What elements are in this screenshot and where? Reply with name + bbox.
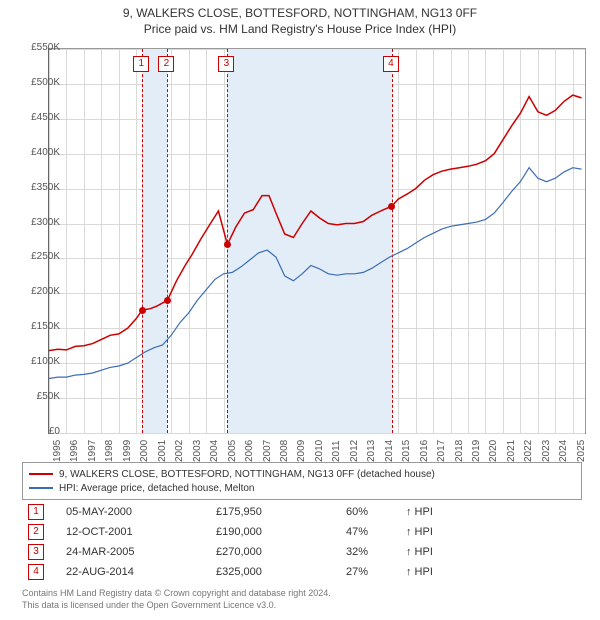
transaction-dot [224,241,231,248]
x-tick-label: 2019 [471,440,482,462]
x-tick-label: 2000 [139,440,150,462]
x-tick-label: 1995 [52,440,63,462]
x-tick-label: 2001 [157,440,168,462]
y-tick-label: £0 [16,426,60,437]
y-tick-label: £300K [16,217,60,228]
y-tick-label: £200K [16,286,60,297]
x-tick-label: 2011 [331,440,342,462]
chart-svg [49,49,585,433]
x-tick-label: 2003 [192,440,203,462]
tx-date: 12-OCT-2001 [66,526,216,538]
y-tick-label: £450K [16,112,60,123]
x-tick-label: 1996 [69,440,80,462]
footer-attribution: Contains HM Land Registry data © Crown c… [22,588,331,611]
x-tick-label: 2002 [174,440,185,462]
x-tick-label: 2022 [523,440,534,462]
transaction-badge: 4 [383,56,399,72]
transaction-badge: 3 [218,56,234,72]
legend-row: 9, WALKERS CLOSE, BOTTESFORD, NOTTINGHAM… [29,467,575,481]
transaction-row: 2 12-OCT-2001£190,00047%↑ HPI [22,522,582,542]
x-tick-label: 2015 [401,440,412,462]
tx-badge: 1 [28,504,44,520]
legend-label: HPI: Average price, detached house, Melt… [59,483,255,494]
y-tick-label: £400K [16,147,60,158]
legend: 9, WALKERS CLOSE, BOTTESFORD, NOTTINGHAM… [22,462,582,500]
x-tick-label: 1997 [87,440,98,462]
gridline-h [49,433,585,434]
transaction-badge: 2 [158,56,174,72]
x-tick-label: 2007 [262,440,273,462]
tx-badge: 4 [28,564,44,580]
y-tick-label: £100K [16,356,60,367]
y-tick-label: £250K [16,251,60,262]
x-tick-label: 1999 [122,440,133,462]
transaction-dot [139,307,146,314]
transaction-table: 105-MAY-2000£175,95060%↑ HPI212-OCT-2001… [22,502,582,582]
x-tick-label: 2021 [506,440,517,462]
tx-pct: 47% [346,526,406,538]
transaction-row: 3 24-MAR-2005£270,00032%↑ HPI [22,542,582,562]
tx-price: £175,950 [216,506,346,518]
x-tick-label: 2013 [366,440,377,462]
tx-price: £190,000 [216,526,346,538]
chart-container: 9, WALKERS CLOSE, BOTTESFORD, NOTTINGHAM… [0,0,600,620]
x-tick-label: 2008 [279,440,290,462]
series-property [49,95,582,351]
title-address: 9, WALKERS CLOSE, BOTTESFORD, NOTTINGHAM… [0,6,600,20]
x-tick-label: 2005 [227,440,238,462]
x-tick-label: 2017 [436,440,447,462]
x-tick-label: 2016 [419,440,430,462]
x-tick-label: 2023 [541,440,552,462]
legend-row: HPI: Average price, detached house, Melt… [29,481,575,495]
footer-line2: This data is licensed under the Open Gov… [22,600,331,612]
tx-pct: 27% [346,566,406,578]
y-tick-label: £350K [16,182,60,193]
x-tick-label: 2006 [244,440,255,462]
x-tick-label: 2025 [576,440,587,462]
tx-date: 22-AUG-2014 [66,566,216,578]
x-tick-label: 2004 [209,440,220,462]
transaction-row: 1 05-MAY-2000£175,95060%↑ HPI [22,502,582,522]
y-tick-label: £550K [16,42,60,53]
tx-date: 24-MAR-2005 [66,546,216,558]
tx-arrow-icon: ↑ HPI [406,566,433,578]
x-tick-label: 2010 [314,440,325,462]
x-tick-label: 1998 [104,440,115,462]
x-tick-label: 2014 [384,440,395,462]
title-block: 9, WALKERS CLOSE, BOTTESFORD, NOTTINGHAM… [0,0,600,36]
x-tick-label: 2009 [296,440,307,462]
transaction-dot [164,297,171,304]
tx-arrow-icon: ↑ HPI [406,546,433,558]
tx-pct: 32% [346,546,406,558]
x-tick-label: 2020 [488,440,499,462]
y-tick-label: £50K [16,391,60,402]
tx-badge: 2 [28,524,44,540]
x-tick-label: 2018 [454,440,465,462]
transaction-row: 4 22-AUG-2014£325,00027%↑ HPI [22,562,582,582]
tx-pct: 60% [346,506,406,518]
tx-arrow-icon: ↑ HPI [406,526,433,538]
legend-label: 9, WALKERS CLOSE, BOTTESFORD, NOTTINGHAM… [59,469,435,480]
legend-swatch [29,487,53,489]
series-hpi [49,168,582,379]
footer-line1: Contains HM Land Registry data © Crown c… [22,588,331,600]
x-tick-label: 2012 [349,440,360,462]
title-subtitle: Price paid vs. HM Land Registry's House … [0,22,600,36]
x-tick-label: 2024 [558,440,569,462]
transaction-dot [388,203,395,210]
tx-price: £270,000 [216,546,346,558]
tx-price: £325,000 [216,566,346,578]
transaction-badge: 1 [133,56,149,72]
chart-plot-area [48,48,586,434]
legend-swatch [29,473,53,475]
tx-arrow-icon: ↑ HPI [406,506,433,518]
y-tick-label: £500K [16,77,60,88]
tx-badge: 3 [28,544,44,560]
y-tick-label: £150K [16,321,60,332]
tx-date: 05-MAY-2000 [66,506,216,518]
